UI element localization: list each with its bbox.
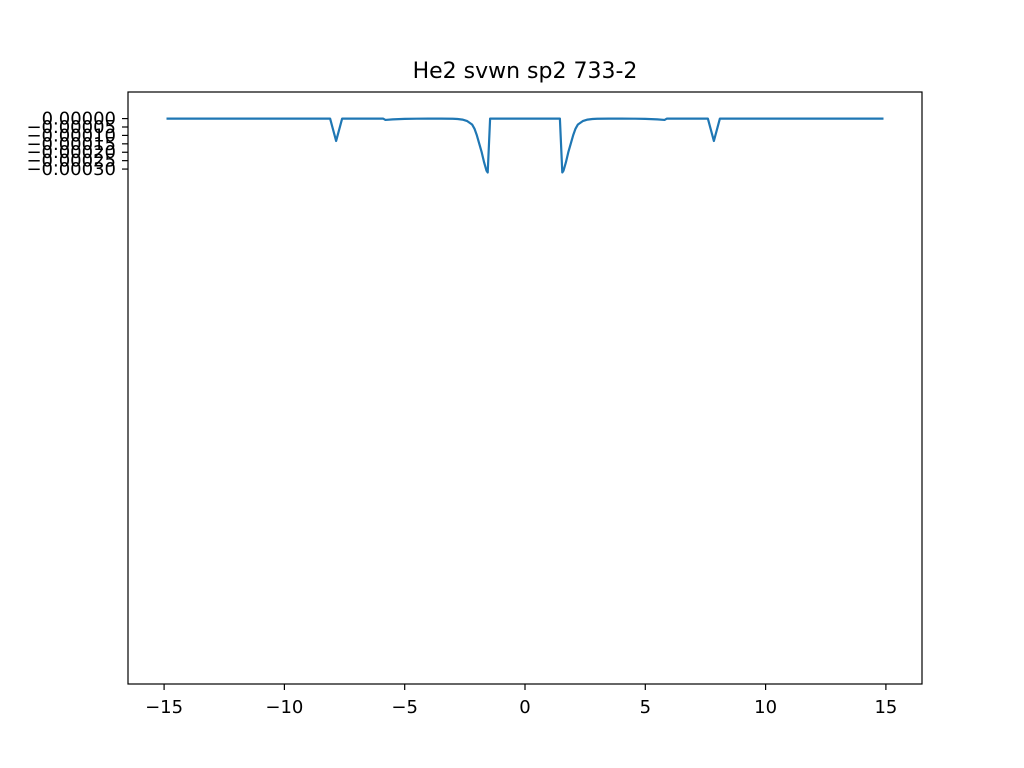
y-tick-label: −0.00030 bbox=[26, 159, 116, 180]
x-tick-label: 5 bbox=[640, 697, 651, 718]
x-tick-label: −5 bbox=[391, 697, 418, 718]
y-tick-label: 0.00000 bbox=[42, 109, 116, 130]
plot-frame bbox=[127, 91, 923, 685]
y-tick-label: −0.00005 bbox=[26, 117, 116, 138]
y-tick-label: −0.00020 bbox=[26, 142, 116, 163]
y-tick-label: −0.00025 bbox=[26, 151, 116, 172]
y-tick-label: −0.00010 bbox=[26, 125, 116, 146]
x-tick-label: 10 bbox=[754, 697, 777, 718]
x-tick-label: −10 bbox=[265, 697, 303, 718]
x-tick-label: 15 bbox=[874, 697, 897, 718]
x-tick-label: −15 bbox=[145, 697, 183, 718]
x-axis: −15 −10 −5 0 5 10 15 bbox=[145, 684, 897, 718]
y-axis: 0.00000−0.00005−0.00010−0.00015−0.00020−… bbox=[26, 109, 128, 180]
y-tick-label: −0.00015 bbox=[26, 134, 116, 155]
series-line bbox=[166, 117, 884, 174]
chart-title: He2 svwn sp2 733-2 bbox=[413, 59, 638, 84]
x-tick-label: 0 bbox=[519, 697, 530, 718]
series-layer bbox=[166, 117, 884, 174]
